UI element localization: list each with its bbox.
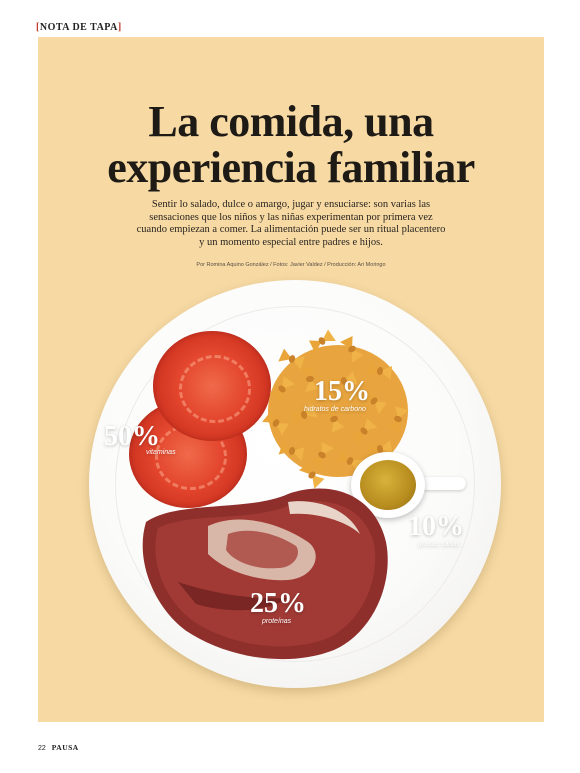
section-tag-text: NOTA DE TAPA bbox=[39, 22, 118, 33]
article-lede: Sentir lo salado, dulce o amargo, jugar … bbox=[136, 199, 446, 248]
farfalle-pasta bbox=[262, 328, 409, 489]
stat-vitamins-value: 50% bbox=[104, 421, 160, 452]
stat-proteins-value: 25% bbox=[250, 588, 306, 619]
oil-bowl-handle bbox=[420, 477, 466, 490]
stat-carbohydrates-value: 15% bbox=[314, 376, 370, 407]
title-line-2: experiencia familiar bbox=[107, 143, 475, 192]
stat-healthy-fats-label: grasas sanas bbox=[418, 541, 460, 548]
stat-proteins: 25% proteínas bbox=[250, 590, 306, 626]
title-line-1: La comida, una bbox=[148, 97, 434, 146]
article-credits: Por Romina Aquino González / Fotos: Javi… bbox=[196, 262, 386, 268]
bracket-left: [ bbox=[36, 22, 40, 33]
tomato-slice-upper bbox=[153, 331, 271, 441]
stat-healthy-fats-value: 10% bbox=[408, 511, 464, 542]
section-tag: [NOTA DE TAPA] bbox=[36, 22, 122, 33]
olive-oil bbox=[360, 460, 416, 510]
plate-rim bbox=[115, 306, 475, 662]
stat-vitamins-label: vitaminas bbox=[146, 449, 176, 456]
stat-vitamins: 50% vitaminas bbox=[104, 423, 176, 457]
article-title: La comida, una experiencia familiar bbox=[38, 99, 544, 191]
page-footer: 22 PAUSA bbox=[38, 743, 79, 752]
olive-oil-bowl bbox=[351, 452, 425, 518]
beef-steak bbox=[142, 488, 388, 660]
stat-healthy-fats: 10% grasas sanas bbox=[408, 513, 464, 549]
stat-carbohydrates-label: hidratos de carbono bbox=[304, 406, 366, 413]
bracket-right: ] bbox=[117, 22, 122, 33]
page-number: 22 bbox=[38, 745, 46, 752]
stat-carbohydrates: 15% hidratos de carbono bbox=[304, 378, 370, 414]
magazine-name: PAUSA bbox=[51, 743, 79, 752]
feature-spread: La comida, una experiencia familiar Sent… bbox=[38, 37, 544, 722]
stat-proteins-label: proteínas bbox=[262, 618, 292, 625]
